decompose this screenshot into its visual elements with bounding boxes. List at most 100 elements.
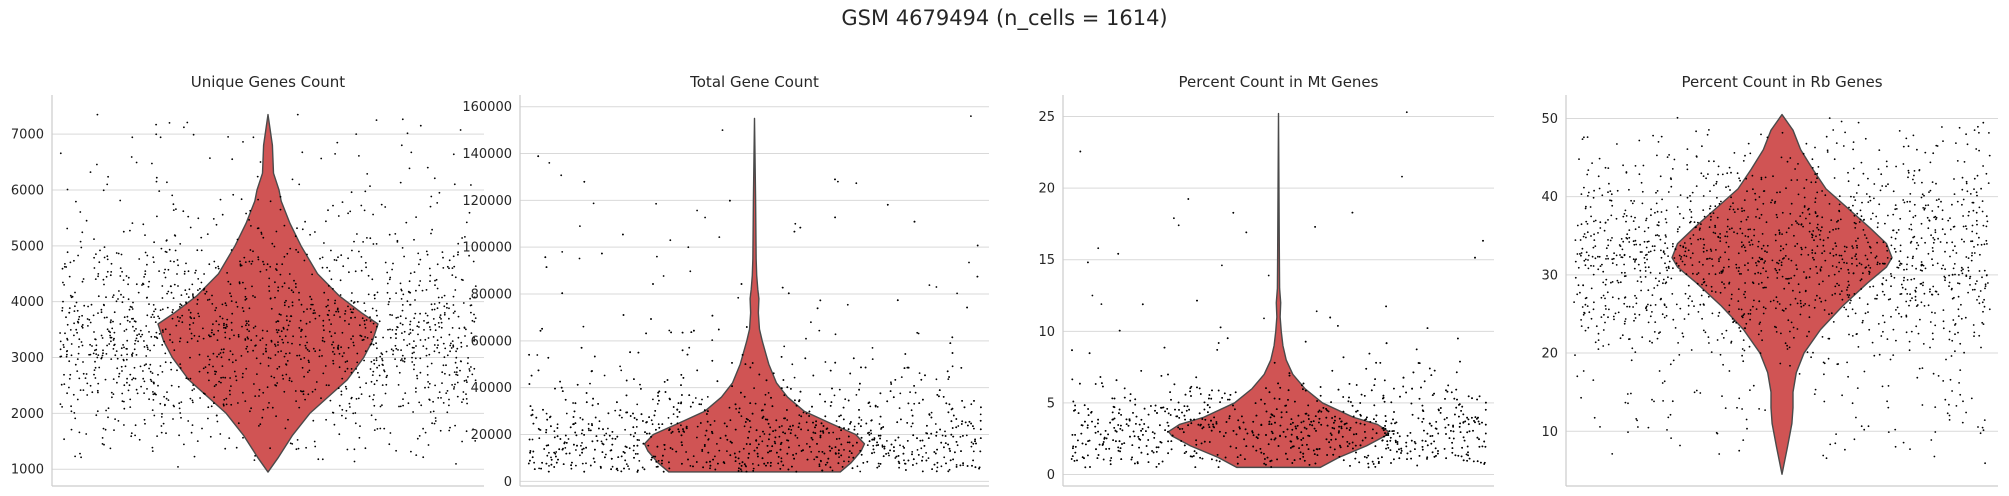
data-point (164, 328, 167, 331)
data-point (1228, 417, 1231, 420)
data-point (914, 391, 917, 394)
data-point (337, 347, 339, 350)
data-point (1212, 423, 1214, 426)
data-point (257, 227, 260, 230)
data-point (451, 327, 454, 329)
data-point (471, 319, 474, 322)
data-point (322, 324, 325, 327)
data-point (950, 433, 953, 436)
outlier-point (669, 239, 672, 242)
data-point (313, 440, 316, 443)
data-point (402, 404, 404, 407)
data-point (1341, 435, 1344, 438)
data-point (336, 141, 339, 144)
data-point (177, 285, 179, 287)
data-point (704, 434, 707, 437)
data-point (448, 317, 450, 320)
data-point (1385, 342, 1388, 345)
outlier-point (400, 144, 403, 147)
outlier-point (1401, 175, 1403, 178)
data-point (745, 326, 748, 328)
data-point (1433, 369, 1436, 372)
y-tick-label: 20 (1541, 347, 1558, 362)
data-point (692, 455, 695, 457)
data-point (146, 388, 148, 390)
data-point (550, 458, 553, 461)
data-point (561, 448, 564, 451)
data-point (274, 354, 277, 356)
data-point (65, 316, 67, 319)
data-point (947, 378, 950, 380)
data-point (1396, 450, 1398, 453)
data-point (927, 457, 930, 459)
data-point (1430, 374, 1433, 376)
data-point (722, 461, 725, 464)
y-tick-label: 10 (1038, 325, 1055, 340)
data-point (1935, 218, 1937, 221)
data-point (1445, 457, 1447, 460)
outlier-point (1097, 247, 1100, 250)
data-point (172, 297, 175, 299)
data-point (686, 353, 689, 356)
data-point (1350, 401, 1352, 403)
data-point (151, 409, 154, 411)
data-point (334, 153, 336, 155)
data-point (1164, 429, 1166, 431)
data-point (782, 379, 785, 381)
data-point (206, 233, 209, 236)
data-point (946, 370, 949, 373)
data-point (101, 337, 104, 339)
data-point (1102, 458, 1105, 461)
data-point (376, 428, 379, 430)
data-point (847, 428, 850, 431)
data-point (545, 412, 548, 415)
data-point (907, 459, 910, 462)
data-point (944, 435, 947, 437)
data-point (1216, 349, 1219, 351)
data-point (1170, 440, 1173, 442)
data-point (342, 265, 345, 268)
data-point (422, 456, 425, 459)
outlier-point (168, 122, 171, 124)
data-point (1406, 452, 1409, 455)
data-point (364, 336, 366, 338)
data-point (1444, 426, 1447, 429)
data-point (570, 464, 572, 467)
data-point (662, 454, 664, 457)
data-point (161, 329, 164, 332)
data-point (78, 315, 81, 318)
data-point (192, 293, 194, 296)
data-point (547, 444, 550, 447)
data-point (308, 350, 311, 352)
data-point (834, 446, 837, 448)
data-point (1299, 451, 1302, 454)
data-point (767, 392, 770, 394)
data-point (617, 456, 620, 458)
data-point (1354, 457, 1357, 460)
data-point (413, 271, 416, 273)
data-point (1072, 445, 1075, 448)
data-point (413, 238, 415, 241)
data-point (268, 285, 270, 288)
data-point (689, 405, 692, 408)
data-point (870, 432, 873, 435)
data-point (1297, 414, 1300, 417)
data-point (79, 452, 81, 455)
data-point (192, 322, 195, 324)
data-point (1406, 434, 1409, 437)
data-point (161, 297, 164, 299)
data-point (95, 353, 98, 355)
data-point (1267, 443, 1270, 446)
data-point (198, 370, 201, 373)
data-point (692, 465, 694, 468)
data-point (795, 452, 798, 455)
data-point (456, 395, 459, 398)
data-point (849, 372, 852, 375)
data-point (1942, 140, 1944, 143)
data-point (1187, 424, 1189, 427)
data-point (409, 272, 412, 275)
data-point (1771, 259, 1774, 262)
data-point (418, 326, 420, 328)
data-point (1183, 414, 1186, 417)
data-point (118, 372, 121, 375)
